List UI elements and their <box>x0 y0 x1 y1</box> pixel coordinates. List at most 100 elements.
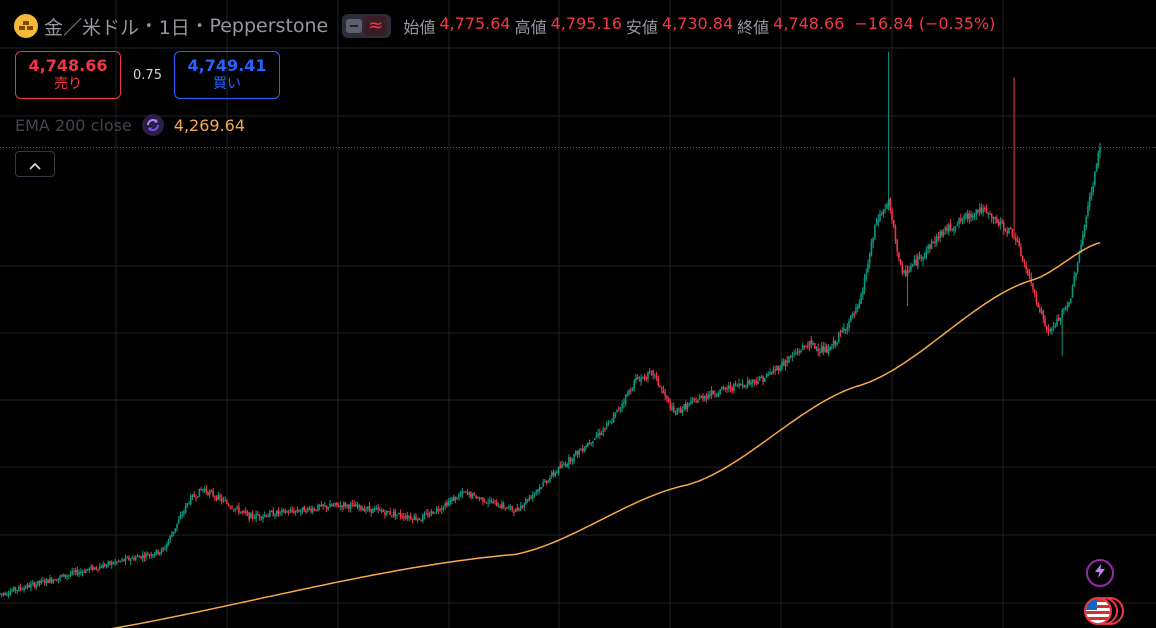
candle-body <box>856 306 859 309</box>
candle-body <box>203 489 206 491</box>
candle-body <box>824 347 826 353</box>
candle-body <box>365 509 367 511</box>
candle-body <box>669 402 672 410</box>
candle-body <box>164 548 166 550</box>
indicator-name[interactable]: EMA 200 close <box>15 115 132 135</box>
chart-type-toggle[interactable]: ≈ <box>342 14 392 38</box>
candle-body <box>691 399 694 401</box>
broker-label[interactable]: Pepperstone <box>209 15 329 37</box>
candle-body <box>315 509 318 511</box>
candle-body <box>330 504 333 506</box>
candle-body <box>293 511 295 513</box>
candle-body <box>906 270 909 276</box>
candle-body <box>772 369 775 373</box>
cycle-icon[interactable] <box>141 114 164 136</box>
minus-icon[interactable] <box>346 19 363 33</box>
candle-body <box>640 377 642 382</box>
candle-body <box>839 332 842 334</box>
candle-body <box>949 223 952 230</box>
candle-body <box>858 302 861 308</box>
candle-body <box>497 506 500 508</box>
collapse-legend-button[interactable] <box>15 151 55 177</box>
candle-body <box>38 580 41 584</box>
buy-button[interactable]: 4,749.41 買い <box>174 51 280 99</box>
candle-body <box>793 353 795 355</box>
change-value: −16.84 (−0.35%) <box>854 14 996 33</box>
candle-body <box>57 578 60 581</box>
candle-body <box>1009 227 1012 230</box>
candle-body <box>870 242 873 255</box>
high-value: 4,795.16 <box>550 14 622 33</box>
candle-body <box>592 441 594 444</box>
candle-body <box>648 371 651 373</box>
candle-body <box>195 497 197 499</box>
candle-body <box>7 594 10 596</box>
candle-body <box>351 503 354 505</box>
candle-body <box>920 256 923 259</box>
candle-body <box>655 376 658 378</box>
candle-body <box>116 561 118 563</box>
candle-body <box>257 513 259 516</box>
candle-body <box>150 554 153 556</box>
sell-button[interactable]: 4,748.66 売り <box>15 51 121 99</box>
candle-body <box>760 376 763 378</box>
candle-body <box>19 586 22 589</box>
candle-body <box>244 511 247 514</box>
candle-body <box>361 509 364 511</box>
candle-body <box>707 394 709 399</box>
candle-body <box>212 491 214 497</box>
candle-body <box>970 214 972 218</box>
candle-body <box>540 487 543 489</box>
candle-body <box>918 255 921 257</box>
candle-body <box>428 514 431 516</box>
indicator-legend[interactable]: EMA 200 close 4,269.64 <box>15 114 245 136</box>
buy-label: 買い <box>213 76 241 92</box>
interval-label[interactable]: 1日 <box>158 16 190 39</box>
candle-body <box>246 513 249 515</box>
candle-body <box>939 231 941 238</box>
candle-body <box>291 509 293 512</box>
candle-body <box>427 513 429 517</box>
candle-body <box>181 514 183 516</box>
candle-body <box>69 574 72 576</box>
candle-body <box>992 217 995 219</box>
candle-body <box>133 557 135 560</box>
candle-body <box>420 520 422 522</box>
candle-body <box>434 512 436 514</box>
candle-body <box>269 511 271 517</box>
candle-body <box>349 503 352 509</box>
candle-body <box>380 510 383 512</box>
events-button[interactable] <box>1084 596 1124 626</box>
candle-body <box>222 499 225 501</box>
candle-body <box>662 390 665 394</box>
candle-body <box>999 221 1002 226</box>
candle-body <box>196 496 199 498</box>
candle-body <box>320 504 323 507</box>
symbol-name[interactable]: 金／米ドル <box>44 16 140 39</box>
candle-body <box>358 504 361 508</box>
candle-body <box>729 385 732 389</box>
candle-body <box>734 382 737 385</box>
candle-body <box>157 550 159 554</box>
candle-body <box>968 213 971 220</box>
candle-body <box>327 507 330 510</box>
candle-body <box>532 494 534 498</box>
candle-body <box>1071 286 1074 298</box>
candle-body <box>387 511 390 513</box>
candle-body <box>499 506 501 508</box>
candle-body <box>409 516 412 519</box>
lightning-button[interactable] <box>1086 559 1114 587</box>
candle-body <box>743 385 746 388</box>
candle-body <box>739 383 742 385</box>
candle-body <box>303 506 306 512</box>
candle-body <box>215 496 218 501</box>
approx-icon[interactable]: ≈ <box>364 16 388 36</box>
candle-body <box>399 513 402 517</box>
candle-body <box>752 379 754 383</box>
candle-body <box>872 237 874 244</box>
candle-body <box>73 571 75 573</box>
candle-body <box>614 412 617 417</box>
candle-body <box>777 366 780 371</box>
